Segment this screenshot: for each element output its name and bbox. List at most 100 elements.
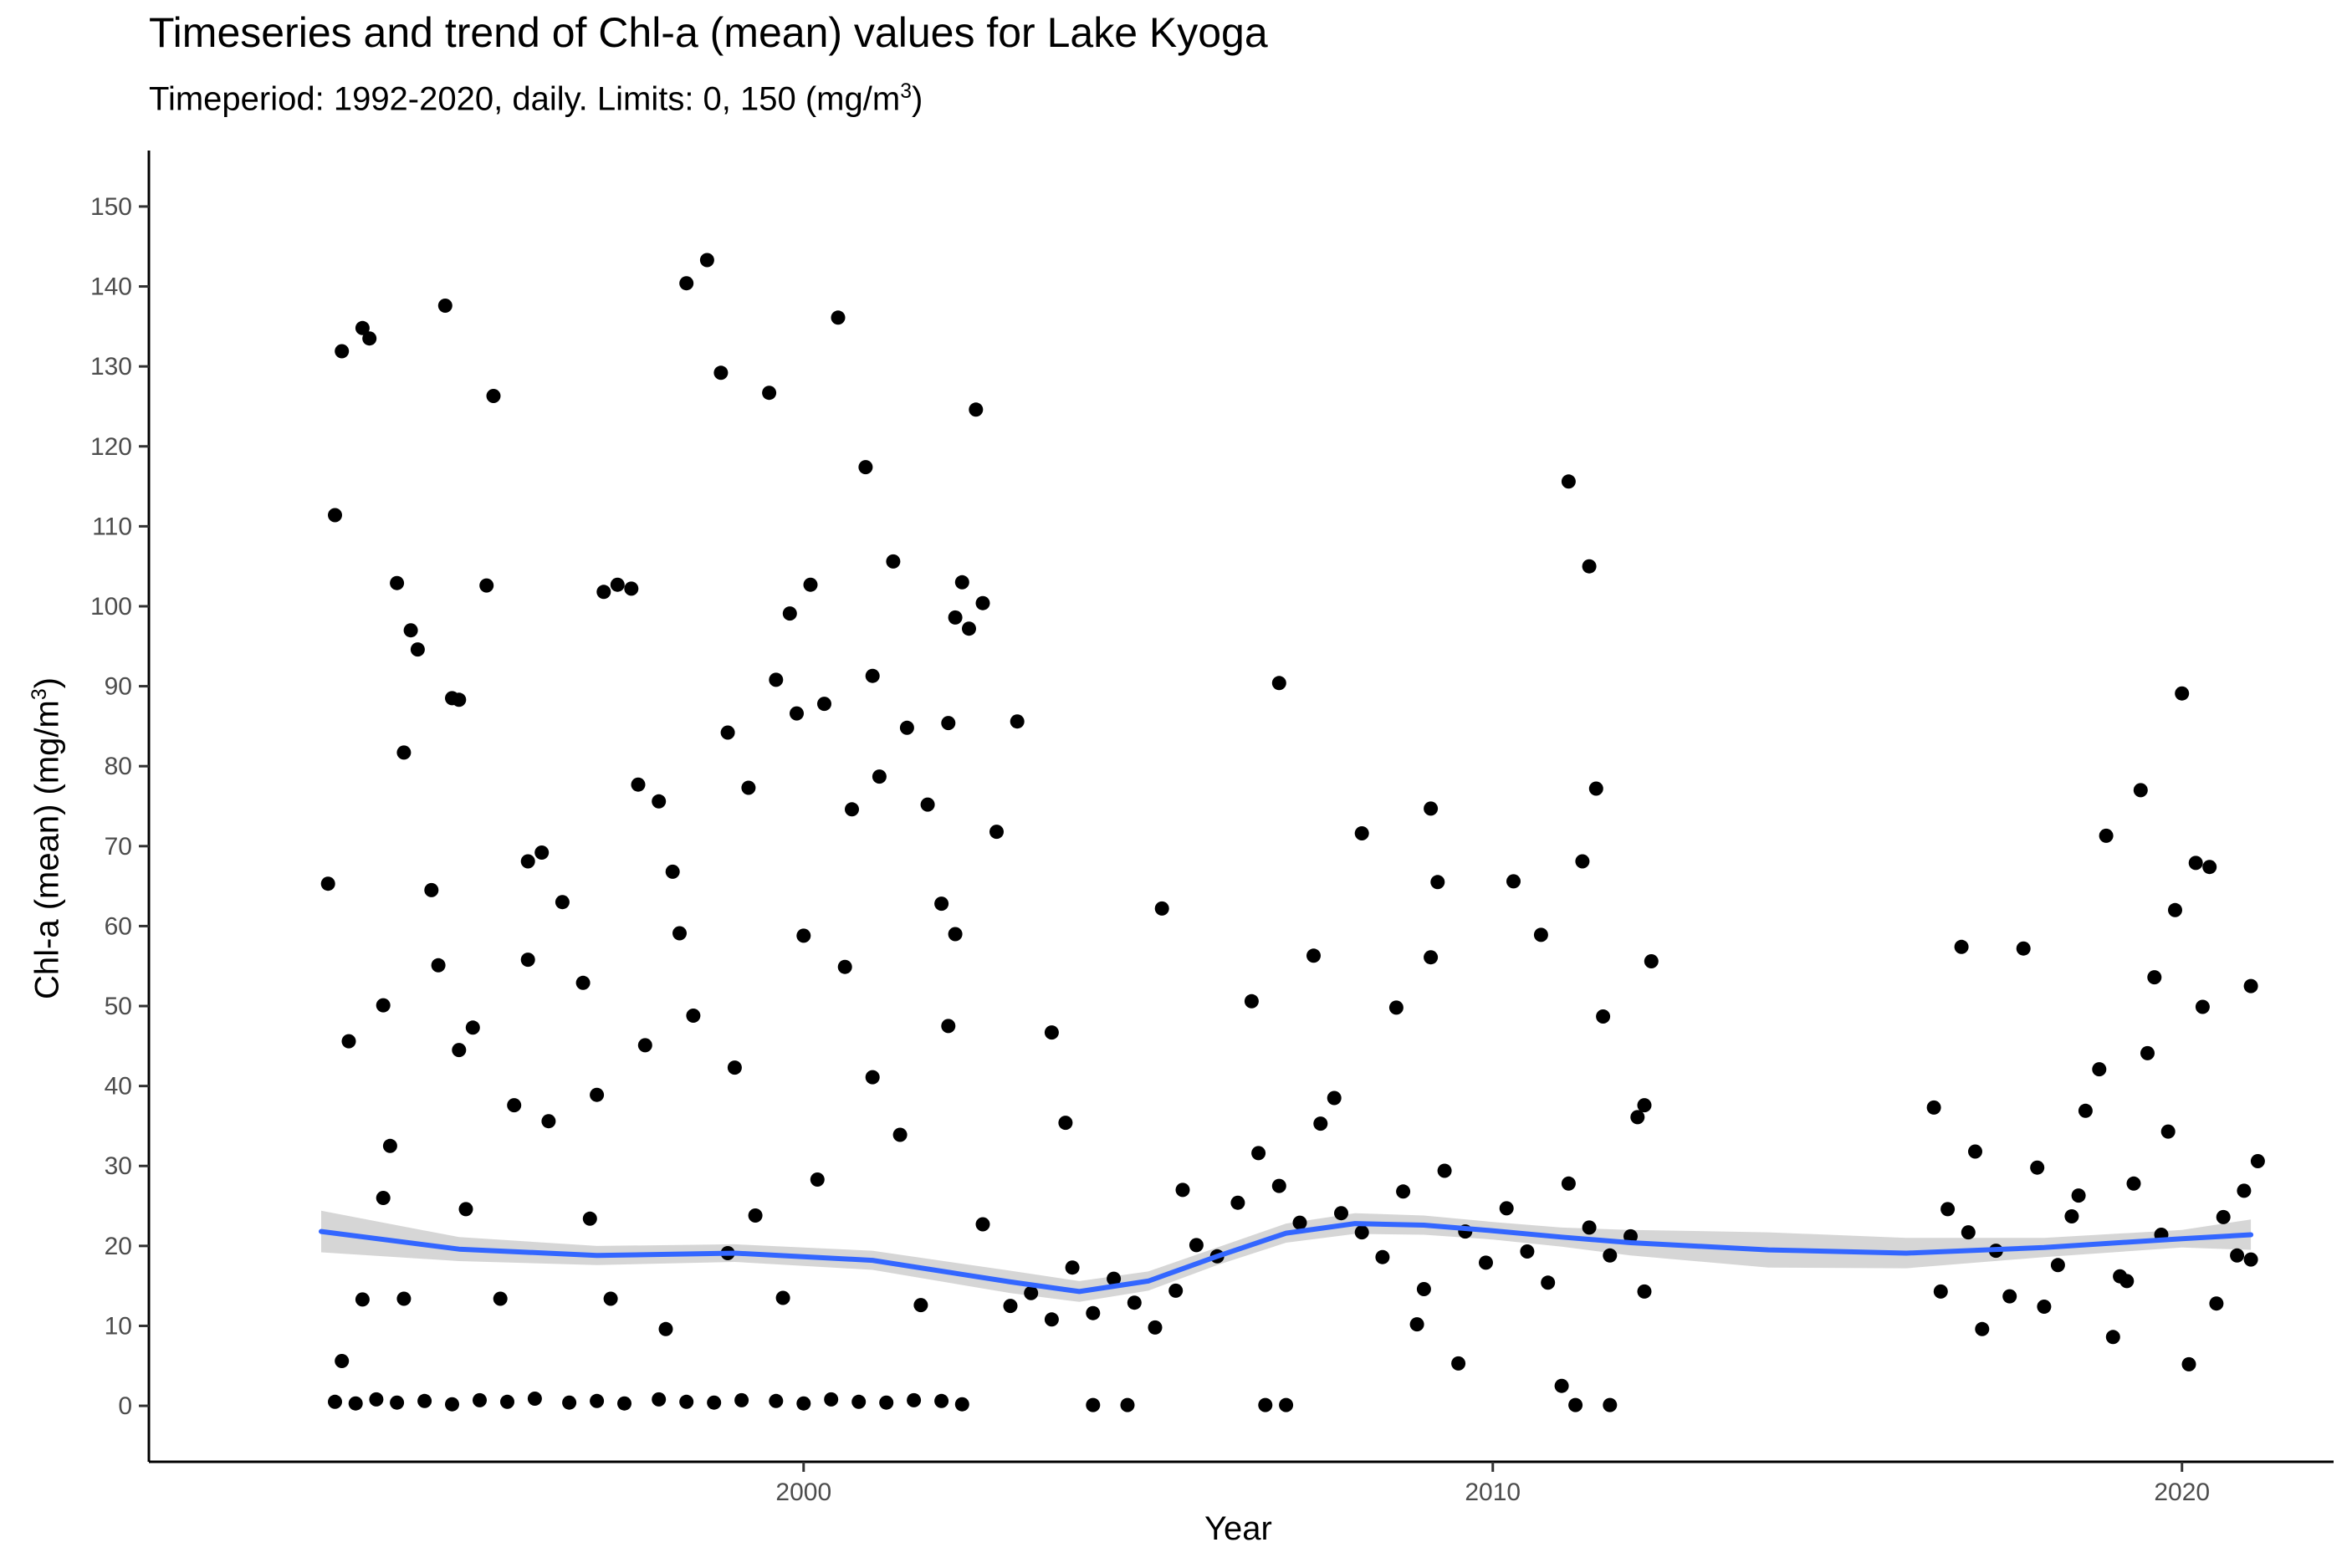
- data-point: [1024, 1285, 1039, 1300]
- data-point: [465, 1020, 480, 1035]
- data-point: [562, 1395, 577, 1410]
- trend-line-layer: [319, 1221, 2254, 1295]
- data-point: [954, 1397, 969, 1412]
- data-point: [686, 1009, 701, 1023]
- data-point: [2230, 1248, 2245, 1263]
- y-tick-label: 70: [105, 833, 132, 861]
- data-point: [1430, 875, 1445, 890]
- data-point: [527, 1392, 542, 1406]
- data-point: [1630, 1110, 1645, 1125]
- data-point: [954, 575, 969, 590]
- data-point: [390, 1395, 405, 1410]
- data-point: [452, 692, 467, 707]
- data-point: [1230, 1195, 1245, 1210]
- data-point: [1533, 927, 1548, 942]
- data-point: [2030, 1160, 2045, 1175]
- data-point: [2078, 1103, 2093, 1118]
- data-point: [1396, 1184, 1411, 1199]
- data-point: [1189, 1238, 1204, 1253]
- data-point: [603, 1291, 618, 1306]
- data-point: [320, 876, 335, 891]
- data-point: [1568, 1397, 1583, 1412]
- y-axis-label-close: ): [28, 677, 66, 689]
- data-point: [810, 1172, 825, 1187]
- data-point: [948, 927, 963, 942]
- data-point: [1127, 1295, 1142, 1310]
- data-point: [376, 998, 391, 1013]
- data-point: [962, 621, 976, 636]
- data-point: [348, 1396, 363, 1411]
- data-point: [2195, 999, 2210, 1014]
- data-point: [500, 1394, 514, 1409]
- data-point: [1375, 1249, 1390, 1264]
- y-axis-label-text: Chl-a (mean) (mg/m: [28, 700, 66, 999]
- data-point: [934, 1393, 949, 1408]
- data-point: [879, 1395, 894, 1410]
- data-point: [2140, 1045, 2155, 1060]
- data-point: [734, 1392, 749, 1407]
- data-point: [431, 958, 446, 973]
- data-point: [1388, 1000, 1404, 1015]
- data-point: [2188, 856, 2203, 871]
- data-point: [1327, 1090, 1342, 1106]
- data-point: [1334, 1206, 1348, 1221]
- data-point: [1313, 1116, 1328, 1131]
- trend-line: [319, 1221, 2254, 1295]
- x-tick-label: 2000: [775, 1479, 831, 1506]
- data-point: [790, 706, 804, 721]
- data-point: [1416, 1282, 1431, 1296]
- data-point: [2099, 828, 2114, 843]
- data-point: [872, 769, 887, 784]
- data-point: [396, 1291, 412, 1306]
- y-tick-label: 80: [105, 753, 132, 780]
- data-point: [1271, 1178, 1286, 1193]
- data-point: [941, 716, 956, 731]
- data-point: [1148, 1320, 1163, 1335]
- data-point: [2168, 902, 2182, 917]
- data-point: [1596, 1009, 1611, 1024]
- data-point: [1499, 1201, 1514, 1216]
- data-point: [335, 1354, 350, 1368]
- confidence-ribbon: [321, 1210, 2252, 1302]
- y-tick-label: 150: [90, 193, 132, 221]
- data-point: [1306, 948, 1321, 963]
- data-point: [2243, 1252, 2258, 1267]
- data-point: [382, 1138, 397, 1153]
- data-point: [1582, 559, 1597, 574]
- data-point: [1409, 1317, 1424, 1332]
- data-point: [803, 577, 818, 592]
- data-point: [541, 1114, 556, 1129]
- data-point: [741, 780, 756, 795]
- data-point: [913, 1298, 928, 1313]
- data-point: [596, 585, 611, 600]
- data-point: [941, 1019, 956, 1034]
- y-tick-label: 90: [105, 673, 132, 701]
- data-point: [2147, 970, 2162, 985]
- data-point: [1588, 781, 1603, 796]
- data-point: [1058, 1116, 1073, 1131]
- data-point: [748, 1208, 763, 1223]
- data-point: [1554, 1378, 1569, 1393]
- data-point: [2119, 1274, 2135, 1289]
- data-point: [1520, 1244, 1535, 1259]
- data-point: [355, 1292, 370, 1307]
- y-tick-label: 10: [105, 1312, 132, 1340]
- data-point: [1968, 1144, 1982, 1159]
- data-point: [1251, 1146, 1266, 1161]
- data-point: [1506, 874, 1521, 889]
- data-point: [1044, 1312, 1059, 1327]
- data-point: [2016, 941, 2031, 956]
- data-point: [2243, 978, 2258, 993]
- y-tick-label: 0: [118, 1392, 132, 1420]
- data-point: [2064, 1209, 2079, 1223]
- data-point: [948, 610, 963, 625]
- data-point: [2105, 1330, 2120, 1345]
- data-point: [424, 882, 439, 897]
- data-point: [437, 299, 453, 313]
- data-point: [796, 1396, 811, 1411]
- data-point: [341, 1034, 356, 1049]
- data-point: [1933, 1284, 1948, 1299]
- data-point: [403, 623, 418, 638]
- y-tick-label: 110: [92, 513, 132, 540]
